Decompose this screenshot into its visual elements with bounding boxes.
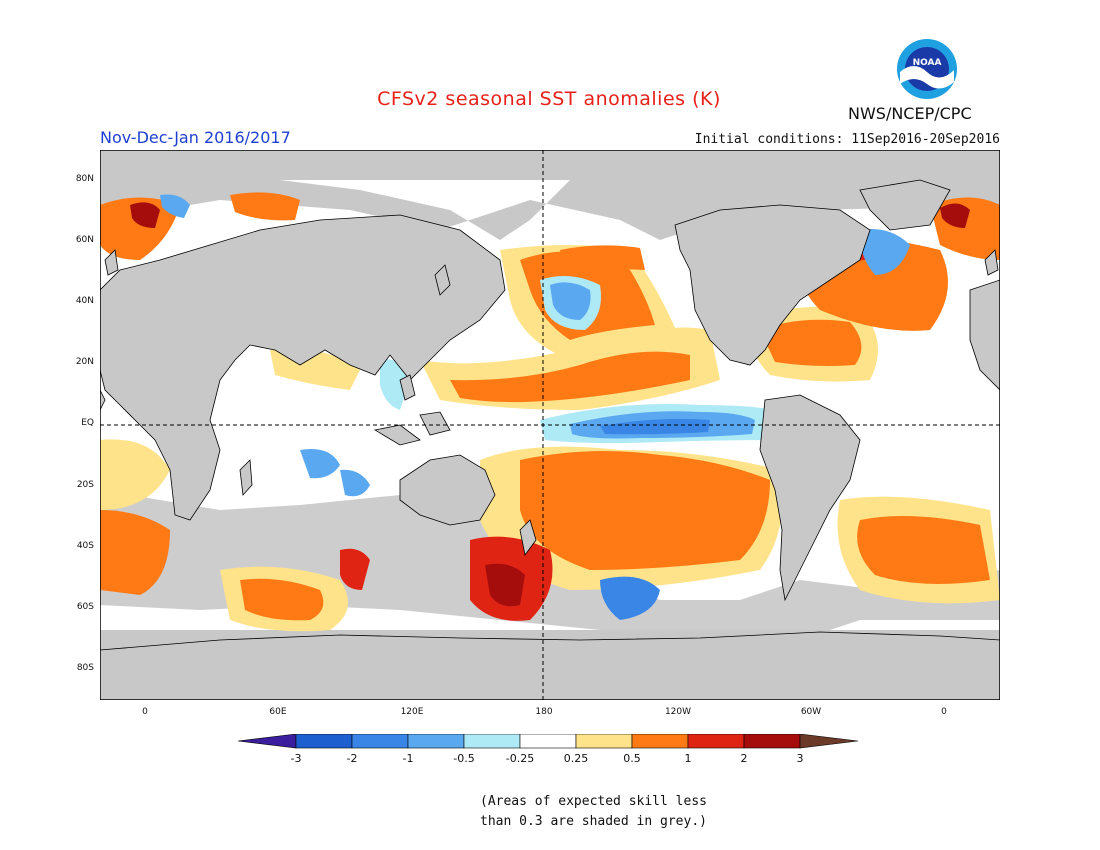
lat-label: 80S	[76, 663, 94, 673]
lon-label: 120W	[664, 707, 692, 717]
lat-label: 80N	[75, 174, 94, 184]
colorbar-tick-label: 3	[796, 752, 804, 765]
lat-label: 60S	[76, 602, 94, 612]
colorbar-tick-label: -0.25	[505, 752, 535, 765]
colorbar-tick-label: 0.5	[623, 752, 641, 765]
colorbar	[238, 734, 859, 749]
colorbar-cell	[631, 734, 689, 749]
lat-label: EQ	[81, 418, 94, 428]
skill-note-line: than 0.3 are shaded in grey.)	[480, 814, 707, 829]
lon-label: 60E	[269, 707, 287, 717]
lat-label: 60N	[75, 235, 94, 245]
lon-label: 0	[941, 707, 947, 717]
lat-label: 20S	[76, 480, 94, 490]
colorbar-min-arrow	[238, 734, 297, 749]
colorbar-tick-label: -0.5	[453, 752, 475, 765]
skill-note: (Areas of expected skill less than 0.3 a…	[480, 792, 707, 832]
colorbar-tick-label: 1	[684, 752, 692, 765]
lon-label: 120E	[400, 707, 424, 717]
agency-label: NWS/NCEP/CPC	[848, 104, 972, 123]
lat-label: 20N	[75, 357, 94, 367]
colorbar-cell	[687, 734, 745, 749]
colorbar-tick-label: -1	[402, 752, 414, 765]
lat-label: 40S	[76, 541, 94, 551]
land-masses	[100, 179, 1000, 700]
colorbar-max-arrow	[799, 734, 859, 749]
lon-label: 0	[142, 707, 148, 717]
colorbar-cell	[575, 734, 633, 749]
colorbar-tick-label: 0.25	[563, 752, 589, 765]
svg-text:NOAA: NOAA	[913, 58, 942, 68]
sst-anomaly-map	[100, 150, 1000, 700]
colorbar-tick-label: 2	[740, 752, 748, 765]
colorbar-cell	[407, 734, 465, 749]
lon-label: 60W	[800, 707, 822, 717]
map-title: CFSv2 seasonal SST anomalies (K)	[377, 88, 721, 110]
noaa-logo: NOAA	[897, 39, 957, 99]
colorbar-cell	[743, 734, 801, 749]
colorbar-cell	[463, 734, 521, 749]
colorbar-cell	[295, 734, 353, 749]
colorbar-cell	[351, 734, 409, 749]
skill-note-line: (Areas of expected skill less	[480, 794, 707, 809]
colorbar-cell	[519, 734, 577, 749]
lat-label: 40N	[75, 296, 94, 306]
colorbar-tick-label: -2	[346, 752, 358, 765]
warm-anomalies	[100, 192, 1000, 632]
colorbar-tick-label: -3	[290, 752, 302, 765]
season-label: Nov-Dec-Jan 2016/2017	[100, 128, 291, 147]
lon-label: 180	[535, 707, 553, 717]
initial-conditions-label: Initial conditions: 11Sep2016-20Sep2016	[694, 132, 1000, 147]
